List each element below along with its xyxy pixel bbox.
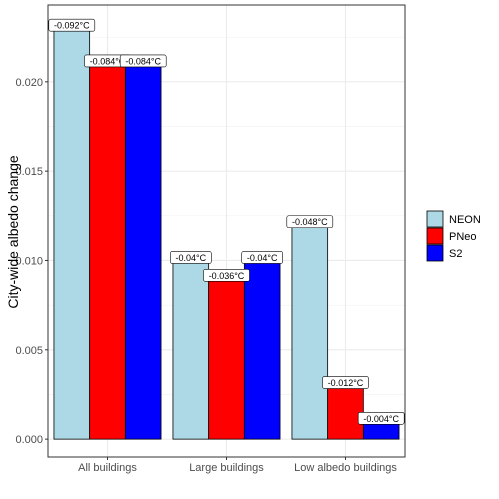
- data-label-box: [357, 411, 405, 425]
- data-label: -0.092°C: [54, 21, 90, 31]
- data-label: -0.04°C: [175, 253, 206, 263]
- bar: [327, 385, 364, 440]
- legend-label: NEON: [449, 214, 481, 226]
- bars: [53, 27, 400, 440]
- legend-label: PNeo: [449, 231, 477, 243]
- data-label-box: [322, 376, 369, 389]
- bar: [89, 63, 126, 440]
- x-axis: All buildings Large buildings Low albedo b…: [78, 457, 397, 474]
- y-tick-label: 0.015: [15, 166, 43, 178]
- data-labels: -0.092°C-0.084°C -0.084°C-0.04°C-0.036°C-…: [48, 18, 405, 425]
- data-label: -0.084°C: [125, 56, 161, 66]
- data-label: -0.04°C: [247, 253, 278, 263]
- x-tick-label: All buildings: [78, 462, 137, 474]
- bar: [124, 63, 162, 440]
- y-tick-label: 0.010: [15, 255, 43, 267]
- x-tick-label: Low albedo buildings: [294, 462, 397, 474]
- bar: [53, 27, 91, 440]
- bar: [243, 260, 281, 440]
- data-label-box: [119, 54, 167, 68]
- legend-key: [426, 227, 444, 245]
- legend-key: [426, 244, 444, 262]
- data-label-box: [241, 251, 283, 264]
- data-label: -0.004°C: [363, 414, 399, 424]
- legend: NEON PNeo S2: [426, 210, 481, 262]
- data-label: -0.036°C: [209, 271, 245, 281]
- data-label: -0.084°C: [90, 56, 126, 66]
- data-label: -0.012°C: [328, 378, 364, 388]
- legend-key: [426, 210, 444, 228]
- data-label-box: [170, 251, 212, 264]
- y-axis: 0.000 0.005 0.010 0.015 0.020: [15, 77, 48, 446]
- bar: [208, 277, 245, 440]
- bar: [291, 224, 329, 440]
- data-label-box: [203, 269, 250, 282]
- data-label-box: [48, 18, 96, 32]
- bar: [172, 260, 210, 440]
- data-label-box: [286, 215, 334, 229]
- x-tick-label: Large buildings: [189, 462, 264, 474]
- y-tick-label: 0.005: [15, 345, 43, 357]
- y-tick-label: 0.000: [15, 434, 43, 446]
- y-axis-title: City-wide albedo change: [5, 155, 21, 309]
- legend-label: S2: [449, 248, 462, 260]
- data-label: -0.048°C: [292, 217, 328, 227]
- y-tick-label: 0.020: [15, 77, 43, 89]
